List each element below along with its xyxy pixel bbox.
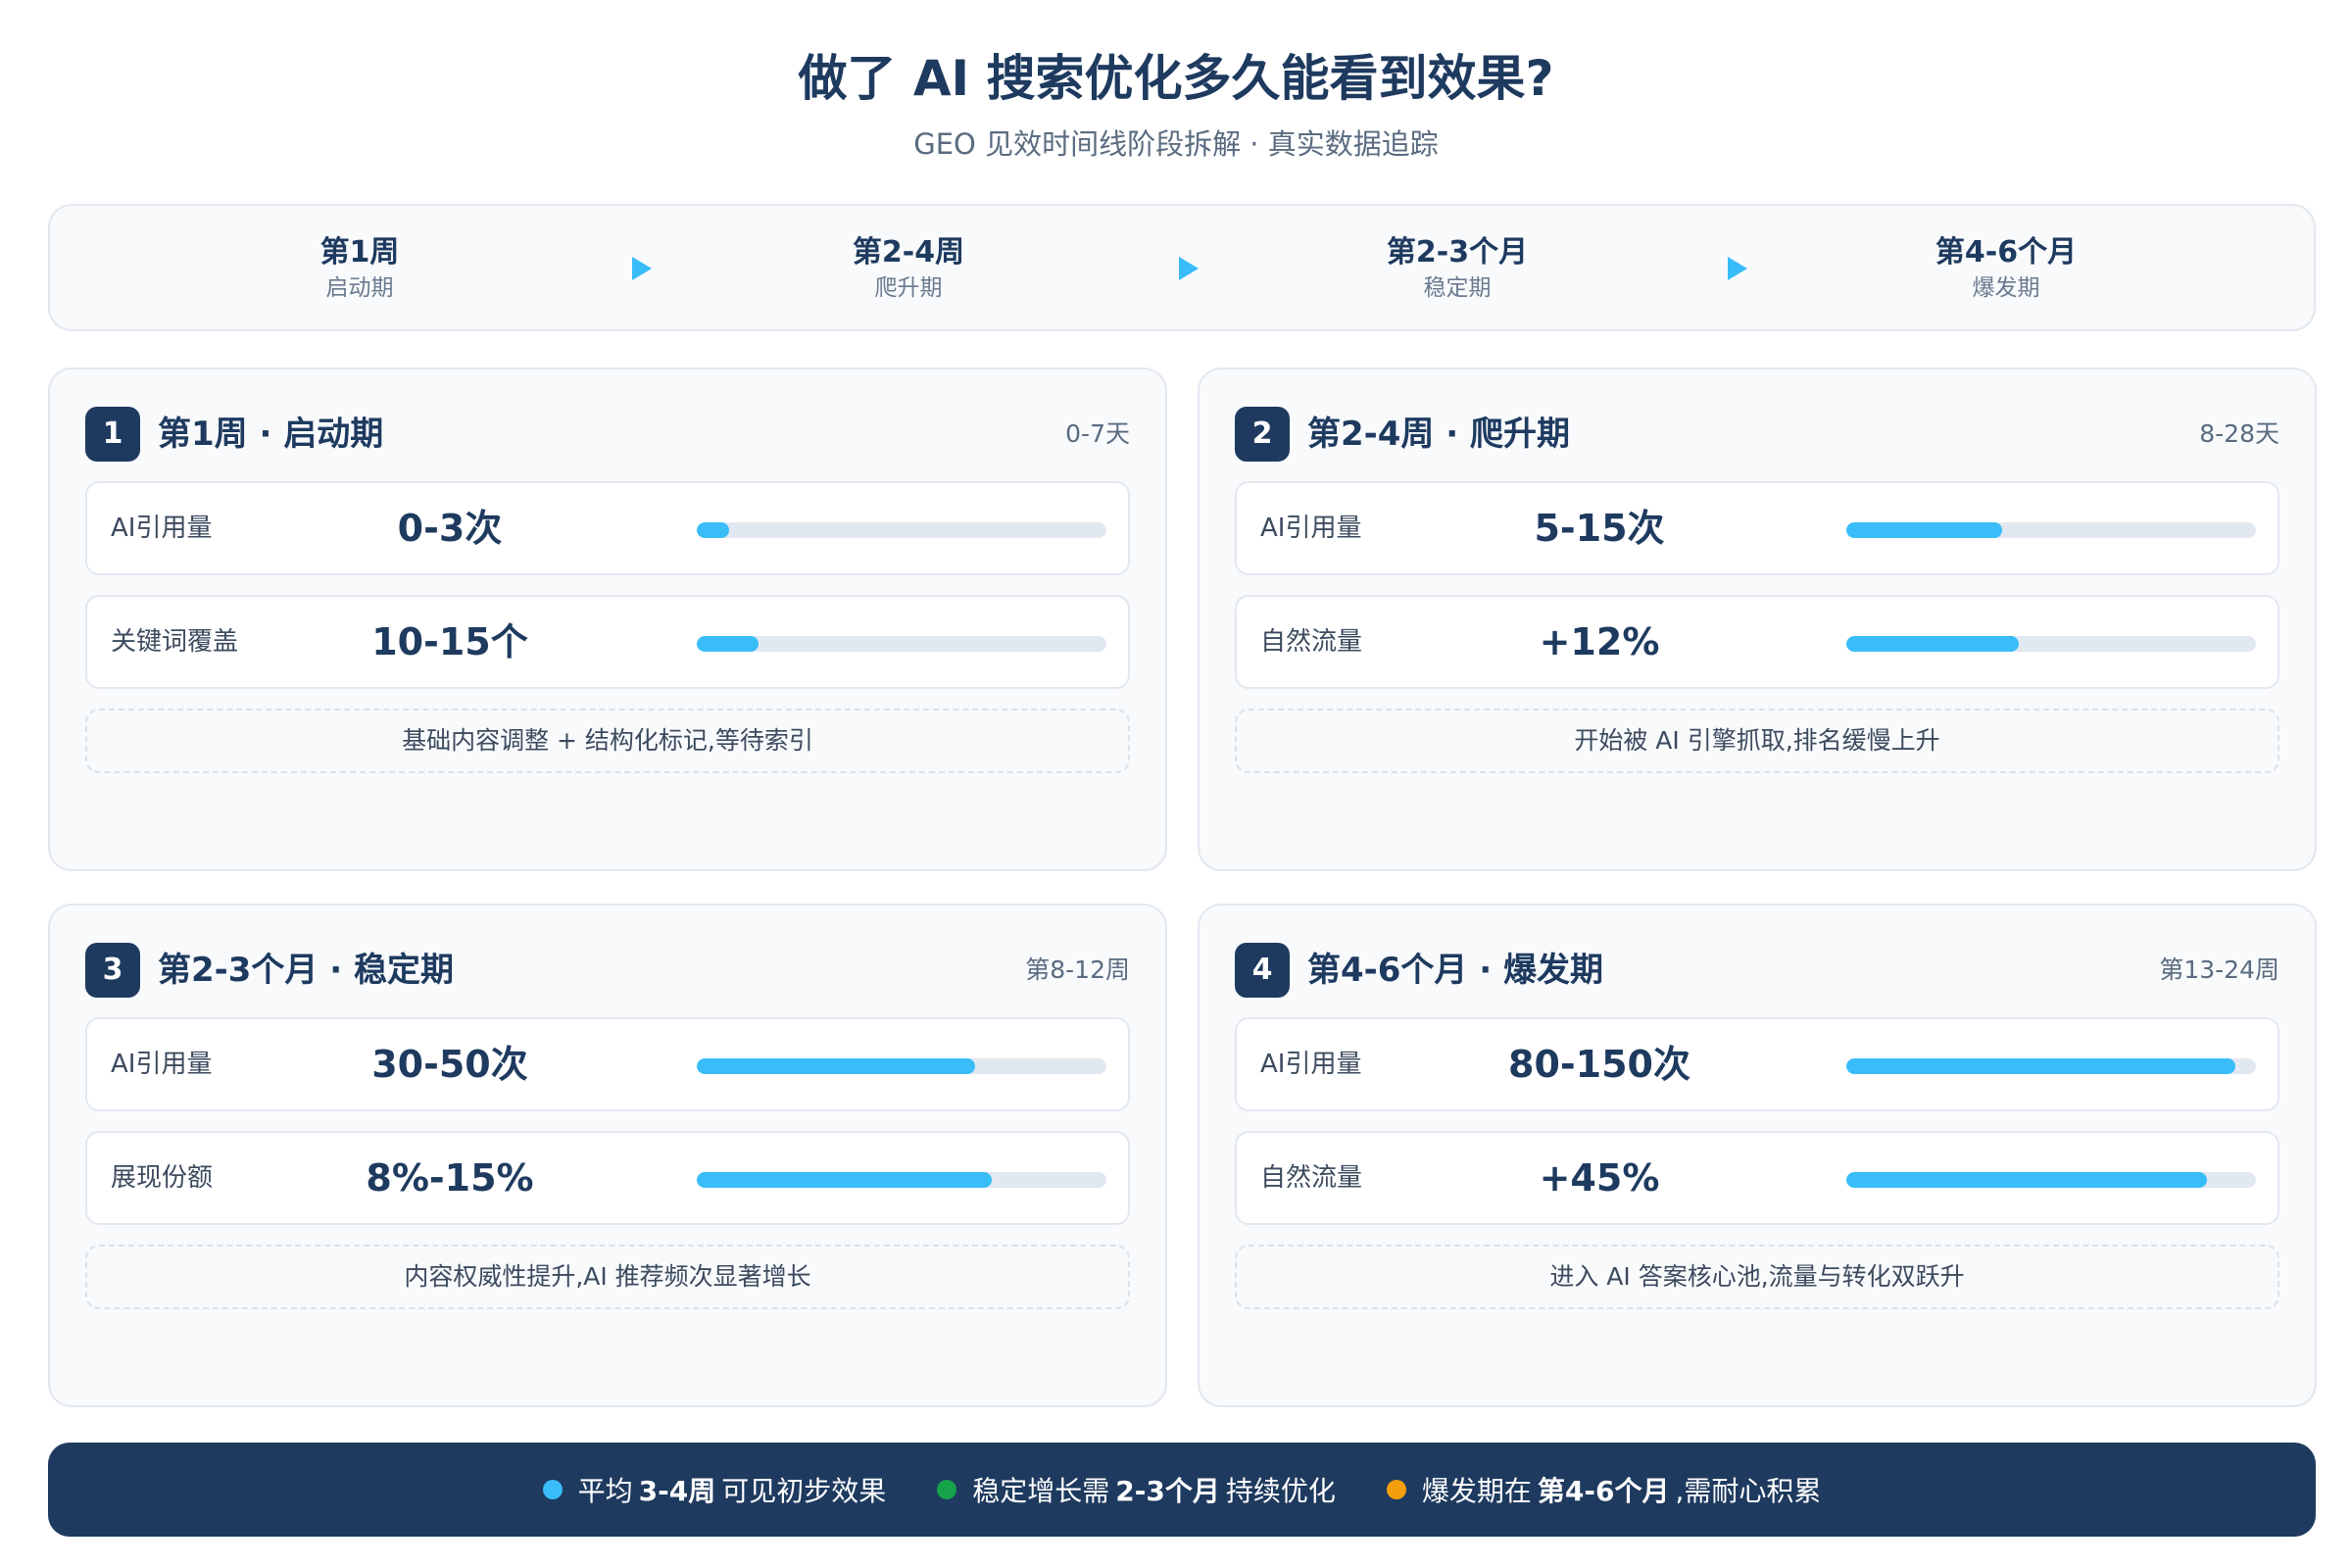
metric-row: 自然流量 +12% bbox=[1235, 595, 2279, 689]
progress-fill bbox=[1846, 522, 2002, 538]
summary-text: 爆发期在 bbox=[1421, 1475, 1532, 1507]
card-title: 第4-6个月 · 爆发期 bbox=[1307, 951, 1604, 990]
metric-label: 展现份额 bbox=[111, 1163, 214, 1193]
summary-item-2: 稳定增长需 2-3个月 持续优化 bbox=[937, 1470, 1336, 1509]
card-title: 第2-3个月 · 稳定期 bbox=[158, 951, 455, 990]
stage-card-4: 4 第4-6个月 · 爆发期 第13-24周 AI引用量 80-150次 自然流… bbox=[1198, 904, 2317, 1407]
metric-label: 关键词覆盖 bbox=[111, 627, 239, 657]
progress-track bbox=[697, 1058, 1106, 1074]
metric-label: 自然流量 bbox=[1260, 1163, 1363, 1193]
metric-label: AI引用量 bbox=[111, 514, 213, 543]
progress-track bbox=[1846, 522, 2256, 538]
stage-number-badge: 1 bbox=[85, 407, 140, 462]
metric-value: 5-15次 bbox=[1534, 507, 1665, 550]
status-dot-icon bbox=[1386, 1480, 1406, 1499]
card-time-range: 8-28天 bbox=[2199, 419, 2279, 448]
summary-text: 可见初步效果 bbox=[721, 1475, 887, 1507]
progress-fill bbox=[697, 522, 730, 538]
metric-value: 10-15个 bbox=[371, 620, 528, 663]
stage-number-badge: 2 bbox=[1235, 407, 1290, 462]
status-dot-icon bbox=[937, 1480, 957, 1499]
metric-label: AI引用量 bbox=[111, 1050, 213, 1079]
page-title: 做了 AI 搜索优化多久能看到效果? bbox=[798, 50, 1554, 107]
timeline-stage-2: 第2-4周 爬升期 bbox=[761, 233, 1055, 304]
metric-row: AI引用量 5-15次 bbox=[1235, 481, 2279, 575]
progress-fill bbox=[1846, 1058, 2236, 1074]
card-time-range: 0-7天 bbox=[1065, 419, 1130, 448]
card-note: 进入 AI 答案核心池,流量与转化双跃升 bbox=[1235, 1245, 2279, 1309]
timeline-stage-phase: 爬升期 bbox=[874, 275, 943, 301]
stage-number-badge: 3 bbox=[85, 943, 140, 998]
timeline-bar: 第1周 启动期 第2-4周 爬升期 第2-3个月 稳定期 第4-6个月 爆发期 bbox=[48, 204, 2316, 331]
progress-track bbox=[1846, 1058, 2256, 1074]
metric-label: 自然流量 bbox=[1260, 627, 1363, 657]
metric-value: +45% bbox=[1539, 1156, 1660, 1200]
card-note: 开始被 AI 引擎抓取,排名缓慢上升 bbox=[1235, 709, 2279, 773]
card-title: 第2-4周 · 爬升期 bbox=[1307, 415, 1571, 454]
timeline-stage-1: 第1周 启动期 bbox=[213, 233, 507, 304]
progress-track bbox=[1846, 636, 2256, 652]
card-header: 4 第4-6个月 · 爆发期 第13-24周 bbox=[1235, 943, 2279, 998]
stage-card-2: 2 第2-4周 · 爬升期 8-28天 AI引用量 5-15次 自然流量 +12… bbox=[1198, 368, 2317, 871]
card-time-range: 第13-24周 bbox=[2159, 956, 2279, 984]
timeline-stage-name: 第4-6个月 bbox=[1935, 235, 2078, 270]
metric-value: 8%-15% bbox=[366, 1156, 534, 1200]
summary-text: 稳定增长需 bbox=[972, 1475, 1110, 1507]
metric-row: 关键词覆盖 10-15个 bbox=[85, 595, 1130, 689]
card-header: 2 第2-4周 · 爬升期 8-28天 bbox=[1235, 407, 2279, 462]
timeline-stage-phase: 爆发期 bbox=[1972, 275, 2040, 301]
metric-value: 0-3次 bbox=[397, 507, 503, 550]
stage-card-3: 3 第2-3个月 · 稳定期 第8-12周 AI引用量 30-50次 展现份额 … bbox=[48, 904, 1167, 1407]
card-time-range: 第8-12周 bbox=[1025, 956, 1130, 984]
summary-text: 平均 bbox=[577, 1475, 633, 1507]
summary-highlight: 第4-6个月 bbox=[1537, 1475, 1670, 1507]
progress-track bbox=[697, 1172, 1106, 1188]
arrow-right-icon bbox=[632, 257, 652, 280]
card-header: 1 第1周 · 启动期 0-7天 bbox=[85, 407, 1130, 462]
summary-footer: 平均 3-4周 可见初步效果 稳定增长需 2-3个月 持续优化 爆发期在 第4-6个月 ,需… bbox=[48, 1443, 2316, 1537]
metric-row: 自然流量 +45% bbox=[1235, 1131, 2279, 1225]
stage-number-badge: 4 bbox=[1235, 943, 1290, 998]
metric-row: AI引用量 80-150次 bbox=[1235, 1017, 2279, 1111]
timeline-stage-phase: 稳定期 bbox=[1423, 275, 1492, 301]
metric-value: +12% bbox=[1539, 620, 1660, 663]
metric-label: AI引用量 bbox=[1260, 514, 1362, 543]
timeline-stage-name: 第1周 bbox=[319, 235, 400, 270]
metric-row: AI引用量 30-50次 bbox=[85, 1017, 1130, 1111]
summary-item-3: 爆发期在 第4-6个月 ,需耐心积累 bbox=[1386, 1470, 1822, 1509]
card-title: 第1周 · 启动期 bbox=[158, 415, 384, 454]
summary-text: 持续优化 bbox=[1225, 1475, 1336, 1507]
metric-row: 展现份额 8%-15% bbox=[85, 1131, 1130, 1225]
progress-track bbox=[1846, 1172, 2256, 1188]
status-dot-icon bbox=[542, 1480, 563, 1499]
metric-row: AI引用量 0-3次 bbox=[85, 481, 1130, 575]
timeline-stage-3: 第2-3个月 稳定期 bbox=[1310, 233, 1604, 304]
summary-highlight: 2-3个月 bbox=[1115, 1475, 1220, 1507]
summary-highlight: 3-4周 bbox=[638, 1475, 716, 1507]
timeline-stage-name: 第2-3个月 bbox=[1386, 235, 1529, 270]
progress-track bbox=[697, 636, 1106, 652]
timeline-stage-name: 第2-4周 bbox=[852, 235, 965, 270]
progress-track bbox=[697, 522, 1106, 538]
card-note: 内容权威性提升,AI 推荐频次显著增长 bbox=[85, 1245, 1130, 1309]
page-subtitle: GEO 见效时间线阶段拆解 · 真实数据追踪 bbox=[913, 127, 1439, 161]
arrow-right-icon bbox=[1728, 257, 1747, 280]
progress-fill bbox=[697, 1172, 992, 1188]
metric-value: 30-50次 bbox=[371, 1043, 528, 1086]
progress-fill bbox=[697, 636, 759, 652]
card-note: 基础内容调整 + 结构化标记,等待索引 bbox=[85, 709, 1130, 773]
metric-label: AI引用量 bbox=[1260, 1050, 1362, 1079]
metric-value: 80-150次 bbox=[1508, 1043, 1690, 1086]
progress-fill bbox=[1846, 1172, 2207, 1188]
stage-card-1: 1 第1周 · 启动期 0-7天 AI引用量 0-3次 关键词覆盖 10-15个… bbox=[48, 368, 1167, 871]
timeline-stage-phase: 启动期 bbox=[325, 275, 394, 301]
progress-fill bbox=[697, 1058, 976, 1074]
card-header: 3 第2-3个月 · 稳定期 第8-12周 bbox=[85, 943, 1130, 998]
progress-fill bbox=[1846, 636, 2019, 652]
timeline-stage-4: 第4-6个月 爆发期 bbox=[1859, 233, 2153, 304]
summary-text: ,需耐心积累 bbox=[1675, 1475, 1822, 1507]
summary-item-1: 平均 3-4周 可见初步效果 bbox=[542, 1470, 887, 1509]
arrow-right-icon bbox=[1179, 257, 1199, 280]
